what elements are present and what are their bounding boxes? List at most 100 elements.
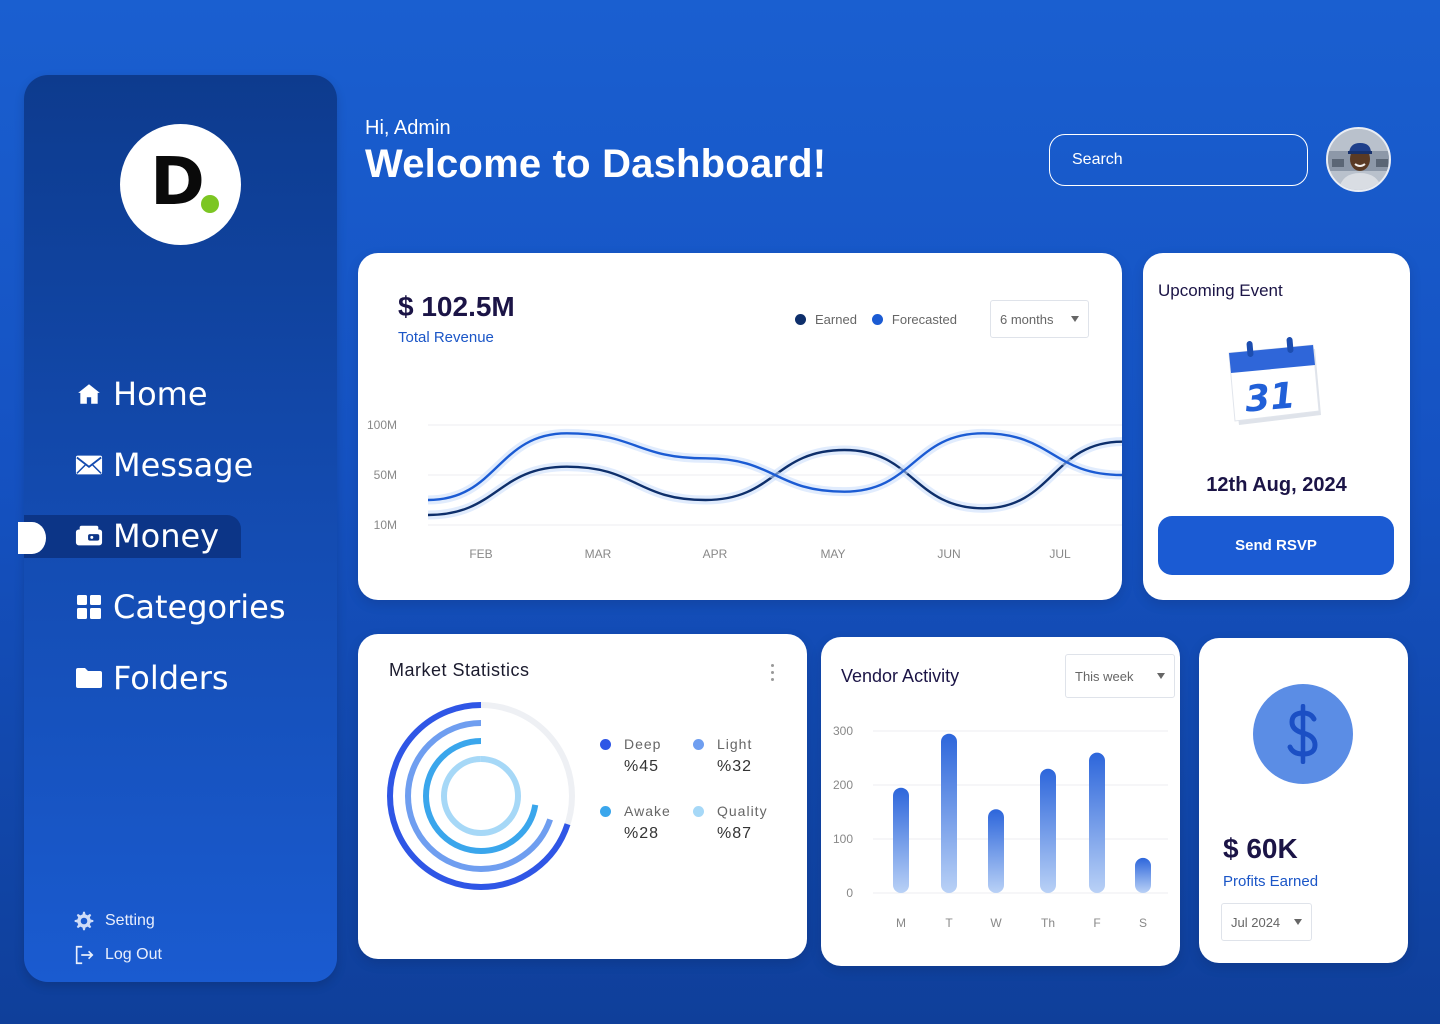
vendor-period-dropdown[interactable]: This week xyxy=(1065,654,1175,698)
sidebar-item-label: Money xyxy=(113,516,220,555)
active-highlight xyxy=(24,515,241,558)
legend-forecasted: Forecasted xyxy=(871,312,957,327)
gear-icon xyxy=(72,909,96,933)
sidebar-item-message[interactable]: Message xyxy=(24,429,337,500)
caret-down-icon xyxy=(1294,919,1302,925)
x-tick-label: MAY xyxy=(820,547,845,561)
stat-name: Awake xyxy=(624,803,671,819)
x-tick-label: FEB xyxy=(469,547,492,561)
sidebar-item-folders[interactable]: Folders xyxy=(24,642,337,713)
sidebar-item-label: Folders xyxy=(113,658,229,697)
market-rings-chart xyxy=(387,702,575,890)
bar[interactable] xyxy=(941,733,957,893)
stat-deep: Deep %45 xyxy=(600,736,661,776)
vendor-bar-chart: 300 200 100 0 M T W Th F S xyxy=(833,724,1168,930)
sidebar-nav: Home Message Money Categories xyxy=(18,358,337,713)
vendor-activity-card: Vendor Activity This week 300 200 100 0 M T W T… xyxy=(821,637,1180,966)
revenue-label: Total Revenue xyxy=(398,329,494,346)
calendar-icon: 31 xyxy=(1228,337,1321,425)
logout-label: Log Out xyxy=(105,946,162,963)
bar[interactable] xyxy=(988,809,1004,893)
profit-period-dropdown[interactable]: Jul 2024 xyxy=(1221,903,1312,941)
vendor-title: Vendor Activity xyxy=(841,666,960,686)
sidebar-item-label: Home xyxy=(113,374,208,413)
send-rsvp-button[interactable]: Send RSVP xyxy=(1158,516,1394,575)
logout-link[interactable]: Log Out xyxy=(72,938,162,972)
home-icon xyxy=(75,380,103,408)
logo-letter: D xyxy=(150,142,205,220)
legend-dot xyxy=(871,314,883,325)
stat-value: %28 xyxy=(624,825,660,842)
calendar-day: 31 xyxy=(1243,375,1296,420)
legend-earned: Earned xyxy=(795,312,857,327)
legend-dot xyxy=(795,314,806,325)
market-title: Market Statistics xyxy=(389,660,530,680)
x-tick-label: JUL xyxy=(1049,547,1071,561)
stat-awake: Awake %28 xyxy=(600,803,671,843)
stat-name: Deep xyxy=(624,736,662,752)
event-date: 12th Aug, 2024 xyxy=(1206,474,1347,496)
y-tick-label: 200 xyxy=(833,778,853,792)
y-tick-label: 50M xyxy=(374,468,397,482)
y-tick-label: 0 xyxy=(846,886,853,900)
caret-down-icon xyxy=(1071,316,1079,322)
profit-card: $ 60K Profits Earned Jul 2024 xyxy=(1199,638,1408,963)
stat-value: %45 xyxy=(624,758,660,775)
caret-down-icon xyxy=(1157,673,1165,679)
dropdown-value: 6 months xyxy=(1000,311,1054,327)
legend-label: Earned xyxy=(815,312,857,327)
logout-icon xyxy=(72,943,96,967)
market-statistics-card: Market Statistics Deep %45 Light %32 Awa… xyxy=(358,634,807,959)
x-tick-label: Th xyxy=(1041,916,1055,930)
series-line-earned xyxy=(427,440,1122,517)
wallet-icon xyxy=(75,522,103,550)
x-tick-label: T xyxy=(945,916,953,930)
bar[interactable] xyxy=(1135,857,1151,893)
bar[interactable] xyxy=(1089,752,1105,893)
event-card: Upcoming Event 31 12th Aug, 2024 Send RS… xyxy=(1143,253,1410,600)
bar[interactable] xyxy=(1040,768,1056,893)
profit-label: Profits Earned xyxy=(1223,873,1319,890)
grid-icon xyxy=(75,593,103,621)
dropdown-value: Jul 2024 xyxy=(1231,914,1281,930)
revenue-line-chart: 100M 50M 10M FEB MAR APR MAY JUN JUL xyxy=(367,418,1122,561)
x-tick-label: S xyxy=(1139,916,1147,930)
stat-light: Light %32 xyxy=(693,736,752,776)
y-tick-label: 100M xyxy=(367,418,397,432)
sidebar-item-money[interactable]: Money xyxy=(18,500,337,571)
active-indicator xyxy=(18,522,46,554)
y-tick-label: 300 xyxy=(833,724,853,738)
setting-link[interactable]: Setting xyxy=(72,904,162,938)
ring-quality xyxy=(441,756,521,836)
x-tick-label: F xyxy=(1093,916,1100,930)
more-options-icon[interactable] xyxy=(766,662,778,684)
chart-legend: Earned Forecasted xyxy=(795,312,972,327)
revenue-period-dropdown[interactable]: 6 months xyxy=(990,300,1089,338)
ring-light xyxy=(405,720,557,872)
sidebar-item-categories[interactable]: Categories xyxy=(24,571,337,642)
stat-dot xyxy=(693,805,704,817)
setting-label: Setting xyxy=(105,912,155,929)
x-tick-label: APR xyxy=(703,547,728,561)
sidebar: D Home Message Money Ca xyxy=(18,75,337,982)
stat-value: %87 xyxy=(717,825,753,842)
x-tick-label: JUN xyxy=(937,547,960,561)
brand-logo[interactable]: D xyxy=(120,124,241,245)
dollar-icon xyxy=(1253,684,1353,784)
x-tick-label: MAR xyxy=(585,547,612,561)
revenue-amount: $ 102.5M xyxy=(398,291,515,322)
bar[interactable] xyxy=(893,787,909,893)
stat-value: %32 xyxy=(717,758,753,775)
y-tick-label: 100 xyxy=(833,832,853,846)
stat-dot xyxy=(600,805,611,817)
event-title: Upcoming Event xyxy=(1158,281,1283,300)
revenue-card: $ 102.5M Total Revenue Earned Forecasted… xyxy=(358,253,1122,600)
ring-awake xyxy=(423,738,539,854)
series-line-forecasted xyxy=(427,432,1122,502)
legend-label: Forecasted xyxy=(891,312,957,327)
series-glow xyxy=(427,428,1122,505)
avatar[interactable] xyxy=(1326,127,1391,192)
logo-dot xyxy=(201,195,219,213)
search-input[interactable] xyxy=(1049,134,1308,186)
sidebar-item-home[interactable]: Home xyxy=(24,358,337,429)
